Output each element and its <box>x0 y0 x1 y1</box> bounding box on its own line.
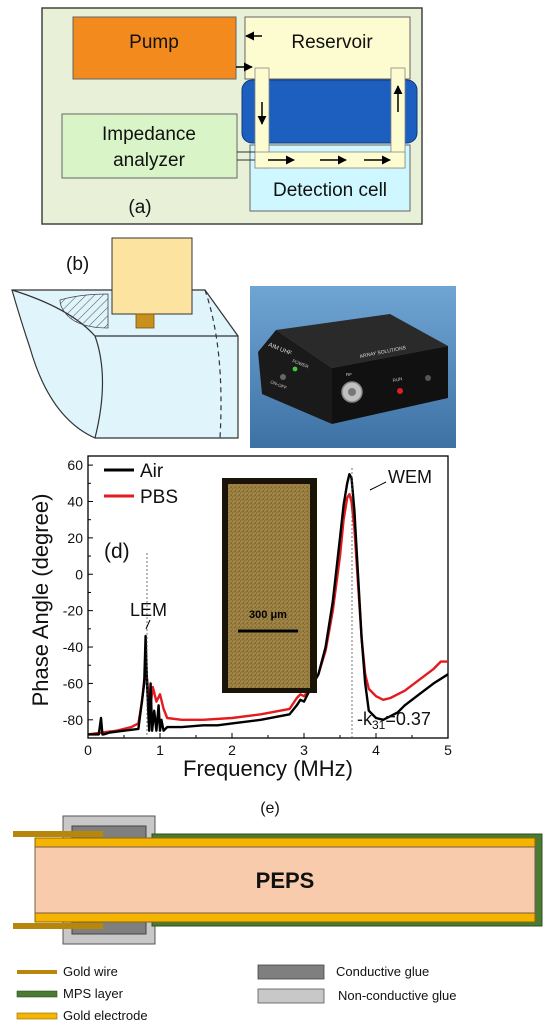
chart-legend: Air PBS <box>104 461 178 508</box>
chart-ticks: 0 1 2 3 4 5 -80 -60 -40 -20 0 20 40 60 <box>63 457 452 758</box>
cell-curve-left <box>11 289 104 439</box>
k31-sub: 31 <box>372 718 386 732</box>
k31-value: =0.37 <box>385 709 431 729</box>
impedance-label-line2: analyzer <box>113 150 185 171</box>
pump-box <box>72 16 237 80</box>
y-tick-label: 40 <box>67 493 83 509</box>
legend-conductive-glue-label: Conductive glue <box>336 964 429 979</box>
x-tick-label: 2 <box>228 742 236 758</box>
legend-non-conductive-glue-swatch <box>257 988 325 1004</box>
x-axis-label: Frequency (MHz) <box>183 756 353 781</box>
run-led <box>397 388 403 394</box>
y-axis-label: Phase Angle (degree) <box>28 494 53 707</box>
hatched-liquid <box>59 293 109 329</box>
panel-d-label: (d) <box>104 540 130 563</box>
device-rf-label: RF <box>346 372 352 377</box>
pump-label: Pump <box>129 32 179 53</box>
panel-e-legend: Gold wire MPS layer Gold electrode Condu… <box>16 964 457 1023</box>
on-off-switch <box>280 374 286 380</box>
device-side-face <box>332 346 448 424</box>
legend-mps-label: MPS layer <box>63 986 124 1001</box>
y-tick-label: -20 <box>63 603 83 619</box>
side-knob <box>425 375 431 381</box>
detection-cell-label: Detection cell <box>273 180 387 201</box>
panel-e: (e) PEPS Gold wire MPS layer Gold electr… <box>0 790 550 1031</box>
panel-a-flow-diagram: Pump Reservoir Impedance analyzer Detect… <box>0 0 550 225</box>
reservoir-box <box>244 16 411 80</box>
legend-air-label: Air <box>140 461 164 482</box>
y-tick-label: 60 <box>67 457 83 473</box>
annotation-k31: -k31=0.37 <box>357 709 431 732</box>
panel-d-chart: 0 1 2 3 4 5 -80 -60 -40 -20 0 20 40 60 <box>0 448 550 788</box>
rf-connector-inner <box>348 388 356 396</box>
phase-angle-chart: 0 1 2 3 4 5 -80 -60 -40 -20 0 20 40 60 <box>28 455 452 781</box>
probe-block <box>111 237 193 315</box>
y-tick-label: -80 <box>63 712 83 728</box>
gold-wire-bottom <box>13 923 103 929</box>
device-front-face <box>258 330 332 424</box>
x-tick-label: 3 <box>300 742 308 758</box>
inset-scale-label: 300 μm <box>249 609 287 621</box>
x-tick-label: 0 <box>84 742 92 758</box>
impedance-analyzer-box <box>61 113 238 179</box>
impedance-label-line1: Impedance <box>102 124 196 145</box>
legend-gold-wire-swatch <box>17 970 57 974</box>
inset-sample <box>228 484 310 688</box>
legend-gold-electrode-label: Gold electrode <box>63 1008 148 1023</box>
annotation-wem: WEM <box>388 467 432 487</box>
annotation-lem: LEM <box>130 600 167 620</box>
x-tick-label: 1 <box>156 742 164 758</box>
tube-block <box>241 79 418 144</box>
legend-gold-electrode-swatch <box>16 1012 58 1020</box>
legend-conductive-glue-swatch <box>257 964 325 980</box>
legend-pbs-label: PBS <box>140 487 178 508</box>
y-tick-label: 20 <box>67 530 83 546</box>
panel-a-label: (a) <box>128 197 151 218</box>
gold-electrode-bottom <box>34 912 536 923</box>
device-on-off-label: ON-OFF <box>270 379 288 390</box>
annotation-wem-arrow <box>369 481 387 491</box>
k31-k: -k <box>357 709 373 729</box>
gold-electrode-top <box>34 837 536 848</box>
peps-core <box>34 846 536 914</box>
probe-electrode <box>135 313 155 329</box>
y-tick-label: -60 <box>63 675 83 691</box>
peps-label: PEPS <box>256 868 315 893</box>
y-tick-label: 0 <box>75 566 83 582</box>
x-tick-label: 5 <box>444 742 452 758</box>
x-tick-label: 4 <box>372 742 380 758</box>
annotation-lem-arrow <box>145 619 151 630</box>
series-line-air <box>88 473 449 736</box>
panel-e-svg: (e) PEPS Gold wire MPS layer Gold electr… <box>13 800 543 1023</box>
panel-b: (b) AIM UHF ARRAY SOLUTIO <box>0 228 550 448</box>
panel-b-svg: (b) AIM UHF ARRAY SOLUTIO <box>11 237 456 448</box>
impedance-device-photo: AIM UHF ARRAY SOLUTIONS POWER ON-OFF RF … <box>250 286 456 448</box>
y-tick-label: -40 <box>63 639 83 655</box>
device-power-label: POWER <box>292 358 310 369</box>
legend-non-conductive-glue-label: Non-conductive glue <box>338 988 457 1003</box>
panel-b-label: (b) <box>66 254 89 275</box>
power-led <box>292 366 298 372</box>
gold-wire-top <box>13 831 103 837</box>
cell-dashed-curve <box>204 289 222 439</box>
inset-micrograph: 300 μm <box>222 478 317 693</box>
reservoir-label: Reservoir <box>291 32 373 53</box>
device-run-label: RUN <box>392 376 403 383</box>
panel-a-svg: Pump Reservoir Impedance analyzer Detect… <box>41 7 423 225</box>
legend-mps-swatch <box>16 990 58 998</box>
legend-gold-wire-label: Gold wire <box>63 964 118 979</box>
device-top-face <box>276 314 448 368</box>
panel-e-label: (e) <box>260 800 280 817</box>
